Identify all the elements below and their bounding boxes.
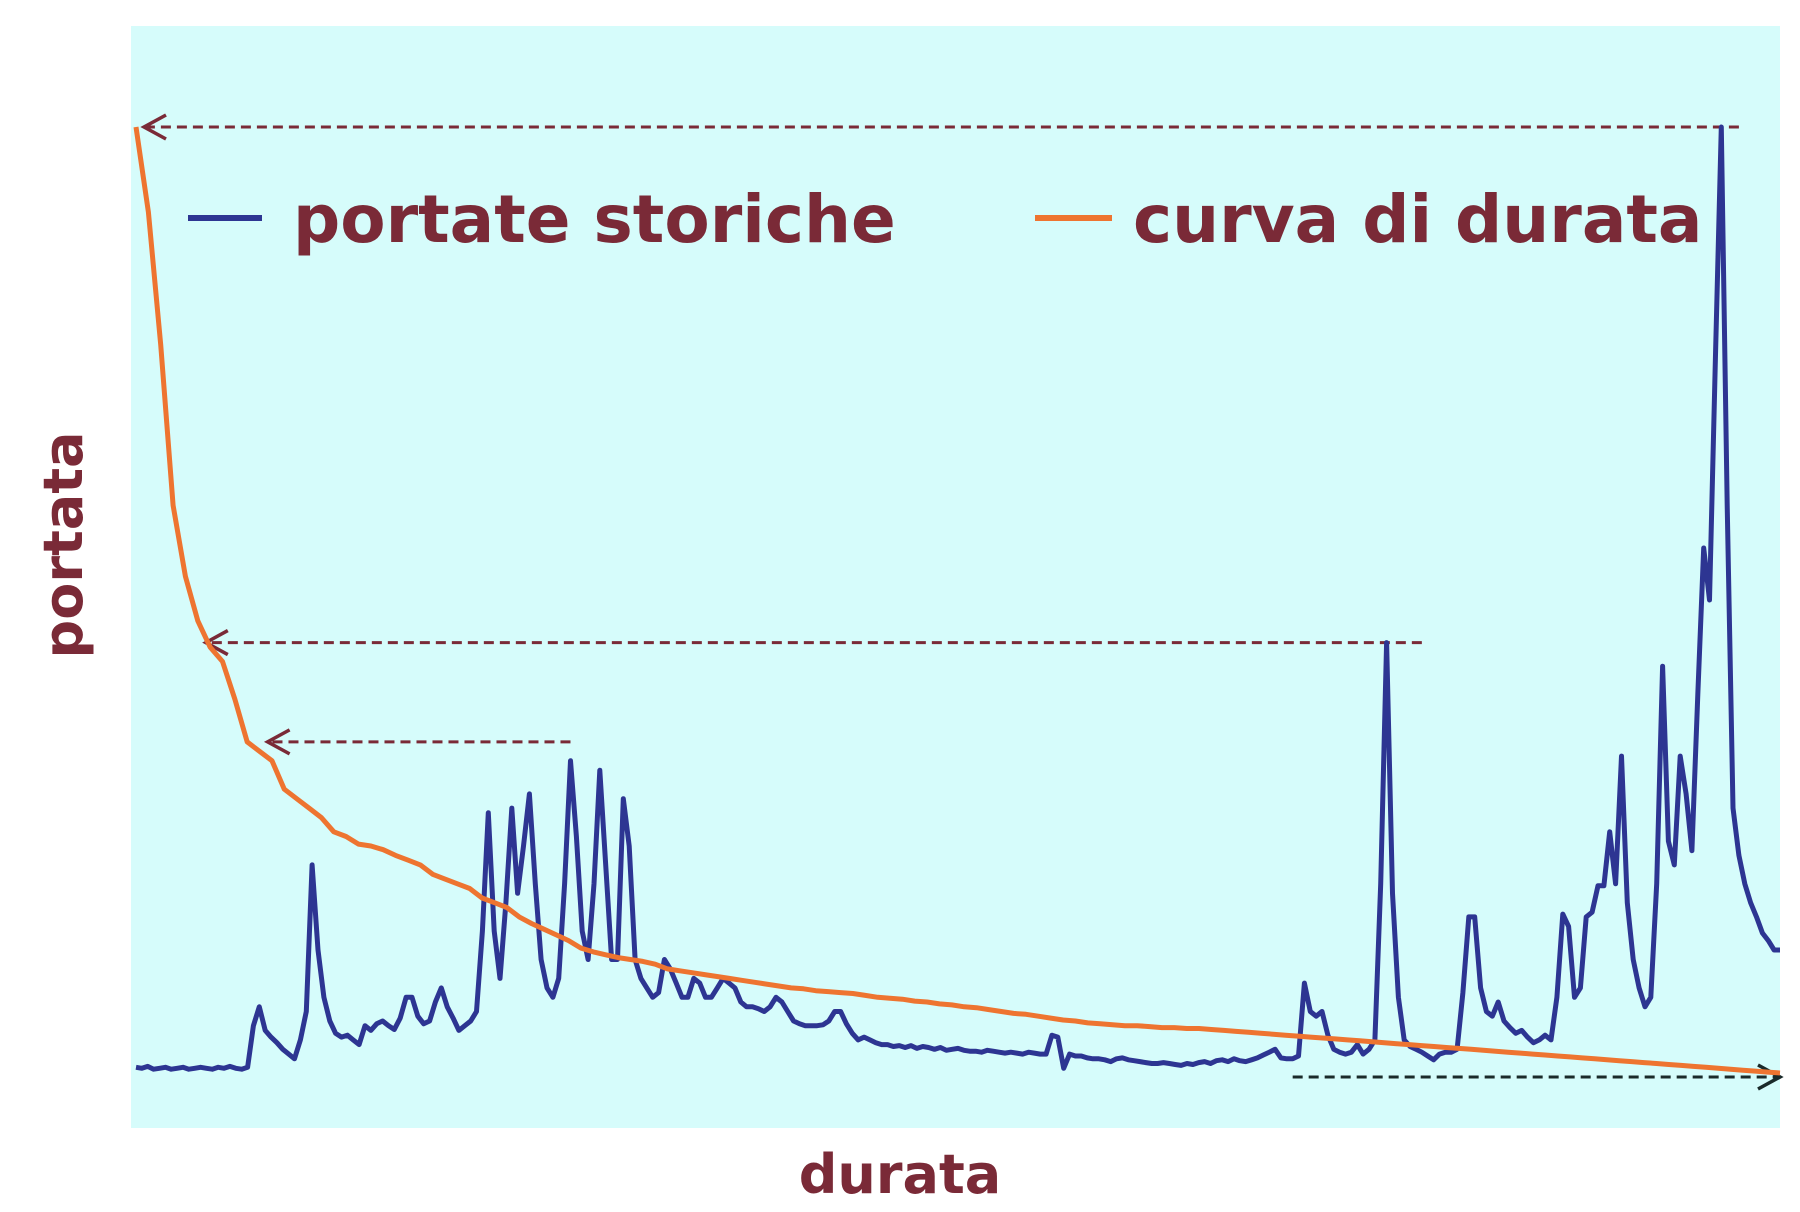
peak-arrow-3-head xyxy=(263,728,291,756)
legend: portate storiche curva di durata xyxy=(188,181,1702,258)
x-axis-label: durata xyxy=(799,1143,1001,1206)
peak-arrow-1-head xyxy=(140,113,167,141)
series-portate-storiche-line xyxy=(135,124,1780,1072)
legend-label-portate-storiche: portate storiche xyxy=(293,181,896,258)
y-axis-label: portata xyxy=(32,432,95,659)
peak-arrow-1 xyxy=(140,113,1739,141)
zero-arrow-head xyxy=(1757,1063,1784,1091)
series-curva-di-durata-line xyxy=(133,126,1781,1076)
peak-arrow-3 xyxy=(263,728,571,756)
arrows-layer xyxy=(140,113,1784,1091)
plot-area xyxy=(131,26,1780,1128)
legend-label-curva-di-durata: curva di durata xyxy=(1133,181,1702,258)
zero-arrow xyxy=(1292,1063,1784,1091)
